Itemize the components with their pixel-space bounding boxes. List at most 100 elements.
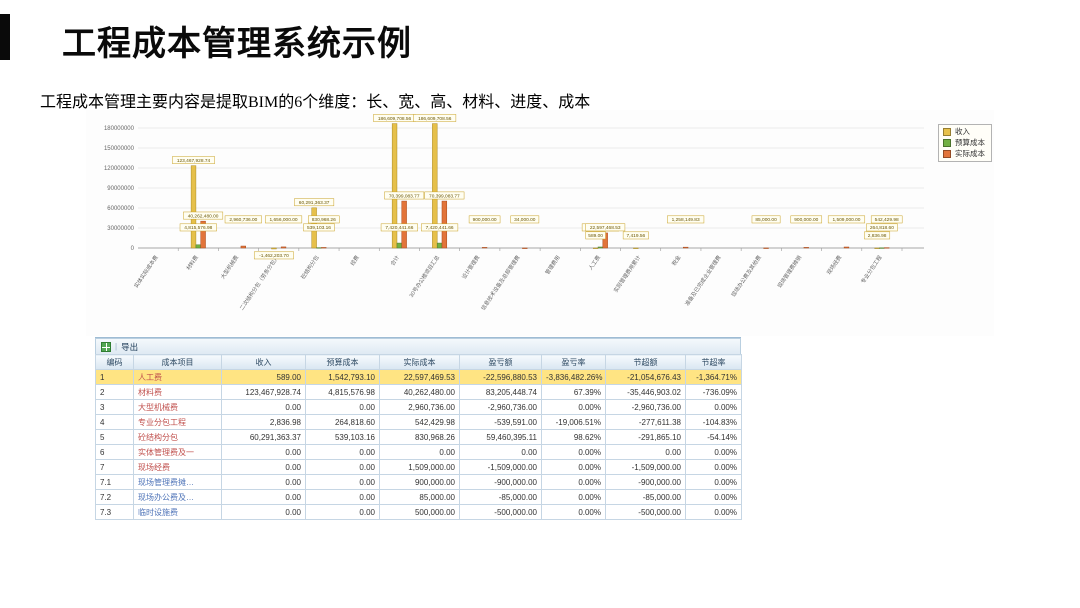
bar-value-label: 70,399,083.77 bbox=[389, 193, 420, 199]
bar-value-label: 7,420,441.66 bbox=[426, 225, 454, 231]
bar-value-label-box bbox=[864, 231, 891, 240]
column-header[interactable]: 节超额 bbox=[605, 354, 686, 370]
table-row[interactable]: 5 砼结构分包 60,291,363.37 539,103.16 830,968.26 5… bbox=[95, 429, 742, 445]
bar-value-label: 2,960,736.00 bbox=[229, 217, 257, 223]
cell-code: 7.3 bbox=[95, 504, 134, 520]
bar-value-label: 123,467,928.74 bbox=[177, 158, 211, 164]
bar-value-label: -1,462,203.70 bbox=[259, 253, 289, 259]
column-header[interactable]: 实际成本 bbox=[379, 354, 460, 370]
cell-value: 22,597,469.53 bbox=[379, 369, 460, 385]
cost-table-head-row: 编码 成本项目 收入 预算成本 实际成本 盈亏额 盈亏率 节超额 节超率 bbox=[95, 354, 742, 370]
bar-value-label-box bbox=[510, 215, 540, 224]
cell-value: 59,460,395.11 bbox=[459, 429, 542, 445]
income-swatch-icon bbox=[943, 128, 951, 136]
chart-bar bbox=[682, 246, 689, 249]
cell-value: 0.00% bbox=[541, 489, 606, 505]
cell-value: 0.00% bbox=[541, 444, 606, 460]
chart-bar bbox=[195, 244, 201, 249]
x-category-label: 现场经费 bbox=[825, 253, 844, 276]
bar-value-label: 1,509,000.00 bbox=[832, 217, 860, 223]
cell-item: 专业分包工程 bbox=[133, 414, 222, 430]
cell-value: 0.00 bbox=[221, 399, 306, 415]
column-header[interactable]: 盈亏率 bbox=[541, 354, 606, 370]
slide-accent-bar bbox=[0, 14, 10, 60]
cell-value: -54.14% bbox=[685, 429, 742, 445]
bar-value-label-box bbox=[413, 114, 457, 122]
bar-value-label: 40,262,480.00 bbox=[188, 213, 219, 219]
table-row[interactable]: 7.2 现场办公费及… 0.00 0.00 85,000.00 -85,000.00 0.0… bbox=[95, 489, 742, 505]
y-tick-label: 180000000 bbox=[104, 126, 135, 132]
chart-bar bbox=[280, 246, 287, 249]
bar-value-label: 539,103.16 bbox=[307, 225, 331, 231]
chart-bar bbox=[874, 247, 880, 249]
column-header[interactable]: 盈亏额 bbox=[459, 354, 542, 370]
column-header[interactable]: 成本项目 bbox=[133, 354, 222, 370]
cell-code: 3 bbox=[95, 399, 134, 415]
cell-value: -900,000.00 bbox=[459, 474, 542, 490]
bar-value-label-box bbox=[751, 215, 781, 224]
x-category-label: 30号办公楼项目汇总 bbox=[407, 253, 441, 299]
cell-value: 67.39% bbox=[541, 384, 606, 400]
table-row[interactable]: 3 大型机械费 0.00 0.00 2,960,736.00 -2,960,736.00 0… bbox=[95, 399, 742, 415]
chart-bar bbox=[843, 246, 850, 249]
chart-bar bbox=[200, 220, 206, 249]
bar-value-label-box bbox=[294, 198, 335, 207]
cell-value: 0.00 bbox=[221, 489, 306, 505]
cell-value: 98.62% bbox=[541, 429, 606, 445]
cell-value: 0.00 bbox=[305, 399, 380, 415]
chart-bar bbox=[884, 247, 890, 249]
cell-value: 4,815,576.98 bbox=[305, 384, 380, 400]
cell-value: -291,865.10 bbox=[605, 429, 686, 445]
cell-value: -85,000.00 bbox=[605, 489, 686, 505]
table-row[interactable]: 2 材料费 123,467,928.74 4,815,576.98 40,262,480… bbox=[95, 384, 742, 400]
chart-bar bbox=[522, 247, 528, 249]
cell-value: 0.00% bbox=[685, 399, 742, 415]
bar-value-label: 60,291,363.37 bbox=[299, 200, 330, 206]
bar-value-label: 186,609,708.56 bbox=[418, 116, 452, 122]
cell-value: 60,291,363.37 bbox=[221, 429, 306, 445]
chart-bar bbox=[763, 247, 769, 249]
column-header[interactable]: 收入 bbox=[221, 354, 306, 370]
cell-value: 0.00% bbox=[541, 459, 606, 475]
cell-value: 539,103.16 bbox=[305, 429, 380, 445]
bar-value-label-box bbox=[183, 211, 224, 220]
column-header[interactable]: 编码 bbox=[95, 354, 134, 370]
x-category-label: 准备及已完成企业管理费 bbox=[683, 253, 723, 307]
cell-value: 0.00% bbox=[541, 504, 606, 520]
cell-code: 7.1 bbox=[95, 474, 134, 490]
cell-value: 0.00% bbox=[685, 459, 742, 475]
cell-value: 0.00% bbox=[541, 474, 606, 490]
table-row[interactable]: 6 实体管理费及一 0.00 0.00 0.00 0.00 0.00% 0.00 0.00% bbox=[95, 444, 742, 460]
cell-value: 2,836.98 bbox=[221, 414, 306, 430]
table-row[interactable]: 7.3 临时设施费 0.00 0.00 500,000.00 -500,000.00 0.0… bbox=[95, 504, 742, 520]
table-row[interactable]: 1 人工费 589.00 1,542,793.10 22,597,469.53 -22,5… bbox=[95, 369, 742, 385]
bar-value-label-box bbox=[622, 231, 649, 240]
cell-value: -21,054,676.43 bbox=[605, 369, 686, 385]
table-row[interactable]: 7 现场经费 0.00 0.00 1,509,000.00 -1,509,000.00 0.… bbox=[95, 459, 742, 475]
x-category-label: 管理费用 bbox=[543, 254, 562, 276]
bar-value-label-box bbox=[870, 215, 903, 224]
legend-label: 实际成本 bbox=[955, 149, 985, 159]
cell-value: 542,429.98 bbox=[379, 414, 460, 430]
table-row[interactable]: 7.1 现场管理费摊… 0.00 0.00 900,000.00 -900,000.00 0… bbox=[95, 474, 742, 490]
table-row[interactable]: 4 专业分包工程 2,836.98 264,818.60 542,429.98 -539,… bbox=[95, 414, 742, 430]
bar-value-label-box bbox=[179, 223, 217, 232]
chart-bar bbox=[271, 247, 277, 250]
table-toolbar: | 导出 bbox=[95, 338, 741, 354]
bar-value-label: 830,968.26 bbox=[312, 217, 336, 223]
bar-value-label-box bbox=[172, 156, 215, 164]
chart-bar bbox=[240, 245, 246, 249]
export-button[interactable]: 导出 bbox=[121, 341, 139, 352]
cell-item: 现场办公费及… bbox=[133, 489, 222, 505]
legend-label: 收入 bbox=[955, 127, 970, 137]
bar-value-label: 4,815,576.98 bbox=[184, 225, 212, 231]
bar-value-label: 589.00 bbox=[588, 233, 603, 239]
cost-table-panel: | 导出 编码 成本项目 收入 预算成本 实际成本 盈亏额 盈亏率 节超额 节超率 1 人工费 58… bbox=[95, 337, 742, 520]
cell-value: -1,509,000.00 bbox=[459, 459, 542, 475]
column-header[interactable]: 预算成本 bbox=[305, 354, 380, 370]
chart-bar bbox=[803, 247, 809, 249]
column-header[interactable]: 节超率 bbox=[685, 354, 742, 370]
cost-table: 编码 成本项目 收入 预算成本 实际成本 盈亏额 盈亏率 节超额 节超率 1 人工费 589.00 1… bbox=[95, 354, 742, 520]
y-tick-label: 0 bbox=[131, 246, 135, 252]
chart-bar bbox=[633, 247, 639, 249]
